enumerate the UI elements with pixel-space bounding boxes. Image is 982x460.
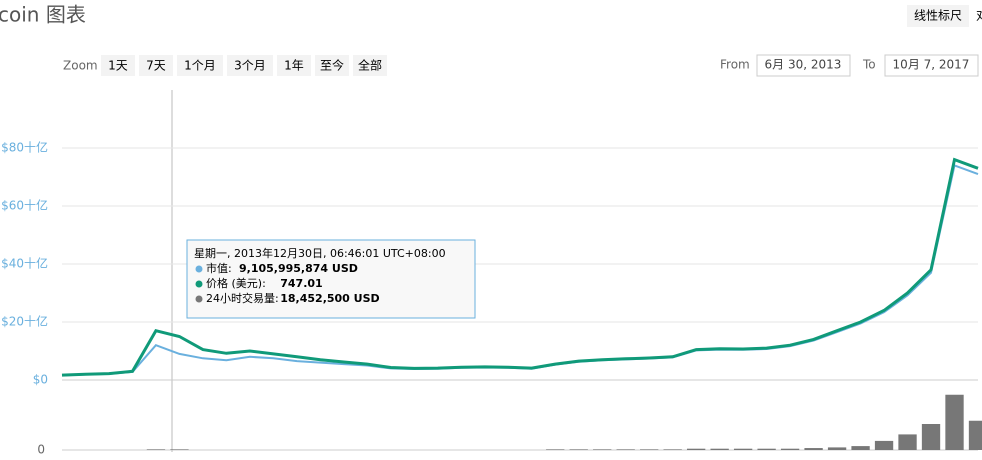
page-title: coin 图表 [0, 3, 86, 27]
zoom-button-bg[interactable] [353, 55, 387, 76]
from-label: From [720, 58, 750, 72]
zoom-button[interactable]: 7天 [146, 59, 166, 73]
to-input[interactable] [884, 54, 979, 77]
zoom-button[interactable]: 3个月 [234, 59, 266, 73]
zoom-button-bg[interactable] [227, 55, 273, 76]
y-tick-label: $80十亿 [1, 140, 48, 155]
zoom-button[interactable]: 全部 [358, 58, 382, 73]
cut-button[interactable]: 对 [976, 9, 982, 23]
to-label: To [862, 58, 876, 72]
from-input[interactable] [756, 54, 851, 77]
volume-bar [733, 448, 753, 450]
volume-bar [780, 448, 800, 450]
tooltip-dot [195, 265, 203, 273]
zoom-button[interactable]: 1天 [108, 59, 128, 73]
zoom-button-bg[interactable] [177, 55, 223, 76]
volume-bar [757, 448, 776, 450]
volume-bar [804, 448, 823, 450]
zoom-label: Zoom [63, 59, 98, 73]
volume-bar [898, 434, 917, 450]
volume-bar [874, 440, 894, 450]
volume-bar [968, 420, 982, 450]
y-tick-label: $0 [33, 373, 48, 387]
zoom-button-bg[interactable] [139, 55, 173, 76]
volume-bar [921, 424, 941, 450]
y-tick-label: $40十亿 [1, 256, 48, 271]
y-tick-label: $60十亿 [1, 198, 48, 213]
volume-bar [945, 394, 964, 450]
tooltip-label: 24小时交易量: [206, 291, 279, 305]
tooltip-dot [195, 295, 203, 303]
tooltip-box [186, 239, 476, 319]
volume-bar [146, 449, 166, 450]
tooltip-value: 9,105,995,874 USD [239, 262, 358, 275]
tooltip-dot [195, 280, 203, 288]
volume-bar [827, 447, 847, 450]
volume-bar [569, 449, 588, 450]
tooltip-value: 18,452,500 USD [280, 292, 379, 305]
tooltip-label: 价格 (美元): [206, 276, 266, 290]
tooltip-date: 星期一, 2013年12月30日, 06:46:01 UTC+08:00 [194, 246, 446, 260]
tooltip-value: 747.01 [280, 277, 322, 290]
scale-button-bg[interactable] [907, 5, 969, 27]
volume-bar [170, 449, 189, 450]
to-value[interactable]: 10月 7, 2017 [893, 58, 970, 72]
volume-bar [710, 448, 729, 450]
volume-bar [851, 446, 870, 450]
from-value[interactable]: 6月 30, 2013 [765, 58, 842, 72]
volume-bar [663, 449, 682, 450]
series-line [61, 157, 979, 377]
zoom-button[interactable]: 至今 [320, 58, 344, 73]
zoom-button-bg[interactable] [277, 55, 311, 76]
scale-button[interactable]: 线性标尺 [914, 9, 962, 23]
zoom-button[interactable]: 1个月 [184, 59, 216, 73]
tooltip: 星期一, 2013年12月30日, 06:46:01 UTC+08:00 市值:… [186, 239, 476, 319]
volume-bar [640, 449, 659, 450]
zoom-button-bg[interactable] [101, 55, 135, 76]
zoom-button[interactable]: 1年 [284, 59, 304, 73]
tooltip-label: 市值: [206, 261, 232, 275]
volume-bar [686, 448, 706, 450]
y-tick-label: 0 [37, 443, 45, 457]
zoom-button-bg[interactable] [315, 55, 349, 76]
y-tick-label: $20十亿 [1, 314, 48, 329]
volume-bar [616, 449, 635, 450]
volume-bar [546, 449, 565, 450]
volume-bar [593, 449, 612, 450]
